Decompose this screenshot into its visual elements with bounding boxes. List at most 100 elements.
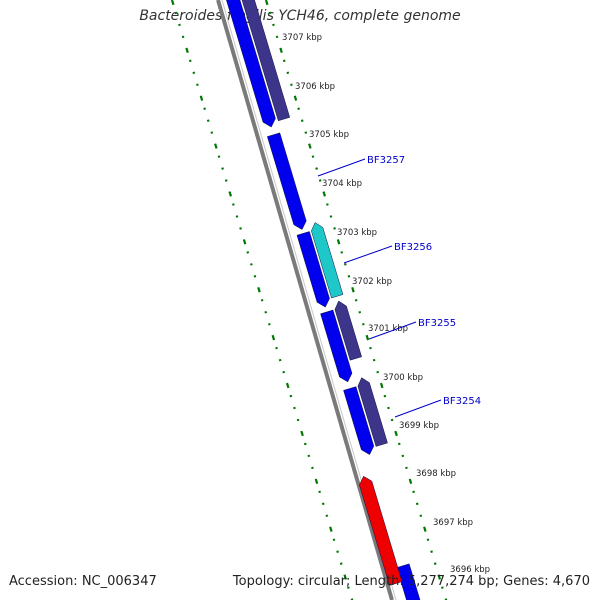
- inner-ring-tick: [314, 478, 319, 485]
- outer-ring-tick: [272, 23, 275, 27]
- inner-ring-tick: [174, 11, 178, 15]
- accession-text: Accession: NC_006347: [9, 574, 157, 589]
- outer-ring-tick: [290, 83, 293, 87]
- inner-ring-tick: [239, 227, 242, 230]
- scale-label: 3696 kbp: [450, 565, 490, 575]
- inner-ring-tick: [235, 215, 239, 218]
- inner-ring-tick: [325, 514, 329, 518]
- gene-arrow-rna[interactable]: [359, 475, 403, 586]
- inner-ring-tick: [264, 310, 268, 314]
- scale-label: 3706 kbp: [295, 82, 335, 92]
- inner-ring-tick: [217, 155, 221, 158]
- scale-label: 3707 kbp: [282, 33, 322, 43]
- gene-arrow-highlight[interactable]: [311, 222, 344, 299]
- outer-ring-tick: [326, 203, 329, 206]
- gene-arrow-forward[interactable]: [296, 231, 330, 308]
- outer-ring-tick: [437, 574, 441, 580]
- gene-arrow-reverse[interactable]: [334, 300, 362, 361]
- gene-label[interactable]: BF3254: [443, 396, 481, 407]
- scale-label: 3697 kbp: [433, 518, 473, 528]
- inner-ring-tick: [206, 119, 210, 122]
- outer-ring-tick: [347, 275, 351, 278]
- outer-ring-tick: [279, 47, 283, 53]
- inner-ring-tick: [296, 418, 300, 422]
- outer-ring-tick: [365, 334, 370, 341]
- gene-arrow-forward[interactable]: [267, 132, 307, 230]
- inner-ring-tick: [170, 0, 175, 6]
- inner-ring-tick: [210, 131, 214, 134]
- inner-ring-tick: [267, 322, 271, 326]
- scale-label: 3705 kbp: [309, 130, 349, 140]
- inner-ring-tick: [253, 275, 257, 278]
- inner-ring-tick: [188, 59, 192, 63]
- inner-ring-tick: [285, 382, 290, 389]
- inner-ring-tick: [307, 454, 311, 458]
- scale-label: 3702 kbp: [352, 277, 392, 287]
- outer-ring-tick: [379, 382, 384, 389]
- inner-ring-tick: [232, 203, 235, 206]
- outer-ring-tick: [412, 490, 415, 494]
- gene-label[interactable]: BF3256: [394, 242, 432, 253]
- gene-label[interactable]: BF3257: [367, 155, 405, 166]
- outer-ring-tick: [441, 586, 444, 589]
- outer-ring-tick: [336, 239, 341, 245]
- gene-arrow-reverse[interactable]: [234, 0, 291, 122]
- outer-ring-tick: [401, 454, 405, 458]
- inner-ring-tick: [311, 466, 314, 470]
- scale-label: 3698 kbp: [416, 469, 456, 479]
- outer-ring-tick: [351, 287, 355, 293]
- gene-arrow-forward[interactable]: [220, 0, 276, 128]
- outer-ring-tick: [430, 550, 433, 553]
- inner-ring-tick: [178, 23, 181, 27]
- outer-ring-tick: [423, 526, 427, 532]
- inner-ring-tick: [300, 430, 304, 437]
- outer-ring-tick: [397, 442, 401, 446]
- inner-ring-tick: [192, 71, 196, 75]
- inner-ring-tick: [203, 107, 206, 110]
- outer-ring-tick: [419, 514, 423, 518]
- outer-ring-tick: [376, 370, 380, 374]
- inner-ring-tick: [303, 442, 307, 446]
- inner-ring-tick: [228, 191, 232, 197]
- outer-ring-tick: [394, 430, 398, 437]
- outer-ring-tick: [358, 310, 362, 314]
- inner-ring-tick: [221, 167, 224, 170]
- gene-arrow-forward[interactable]: [320, 309, 353, 383]
- gene-label-leader-line: [343, 245, 393, 264]
- gene-arrow-forward[interactable]: [343, 386, 375, 455]
- outer-ring-tick: [315, 167, 318, 170]
- inner-ring-tick: [275, 346, 278, 350]
- gene-label-leader-line: [394, 399, 442, 418]
- gene-label-leader-line: [317, 158, 366, 177]
- inner-ring-tick: [293, 406, 296, 410]
- scale-label: 3700 kbp: [383, 373, 423, 383]
- outer-ring-tick: [318, 179, 322, 182]
- outer-ring-tick: [415, 502, 419, 506]
- inner-ring-tick: [260, 298, 264, 302]
- inner-ring-tick: [343, 574, 347, 580]
- outer-ring-tick: [329, 215, 333, 218]
- gene-arrow-reverse[interactable]: [357, 377, 388, 447]
- outer-ring-tick: [408, 478, 413, 485]
- inner-ring-tick: [250, 263, 253, 266]
- outer-ring-tick: [268, 11, 272, 15]
- outer-ring-tick: [282, 59, 286, 63]
- outer-ring-tick: [308, 143, 312, 149]
- scale-label: 3701 kbp: [368, 324, 408, 334]
- inner-ring-tick: [257, 287, 261, 293]
- inner-ring-tick: [242, 239, 247, 245]
- outer-ring-tick: [275, 35, 279, 39]
- inner-ring-tick: [199, 95, 204, 101]
- inner-ring-tick: [347, 586, 350, 589]
- inner-ring-tick: [271, 334, 276, 341]
- backbone-line: [216, 0, 394, 600]
- outer-ring-tick: [344, 263, 347, 266]
- inner-ring-tick: [318, 490, 321, 494]
- gene-label[interactable]: BF3255: [418, 318, 456, 329]
- inner-ring-tick: [321, 502, 325, 506]
- outer-ring-tick: [311, 155, 315, 158]
- gene-arrow-forward[interactable]: [396, 563, 422, 600]
- inner-ring-tick: [278, 358, 282, 362]
- outer-ring-tick: [297, 107, 300, 110]
